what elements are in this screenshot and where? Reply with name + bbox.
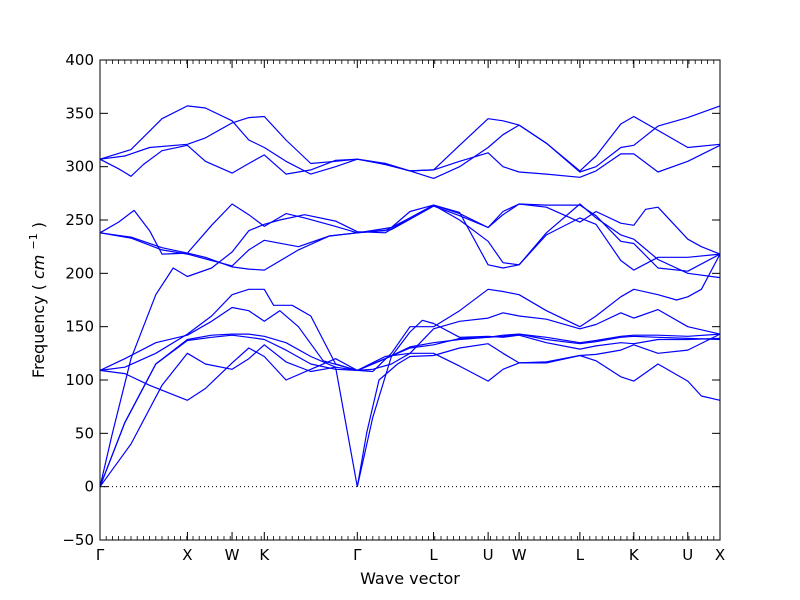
band-line-16 [99,344,358,488]
y-axis-title-close-paren: ) [29,222,48,228]
x-tick-label: L [576,546,585,564]
y-tick-label: −50 [62,531,94,549]
x-axis-title: Wave vector [360,569,460,588]
x-tick-label: K [259,546,270,564]
y-axis-title-unit: cm [29,255,48,279]
x-tick-label: W [512,546,527,564]
band-line-8 [99,347,721,401]
y-axis-title-open-paren: ( [29,284,48,290]
band-line-12 [99,253,721,373]
y-tick-label: 0 [84,478,94,496]
band-line-2 [99,203,721,279]
y-tick-label: 350 [65,104,94,122]
y-tick-label: 150 [65,318,94,336]
y-tick-label: 250 [65,211,94,229]
y-tick-label: 300 [65,158,94,176]
band-line-3 [99,203,721,271]
x-tick-label: K [629,546,640,564]
x-tick-label: Γ [353,546,362,564]
x-tick-label: X [182,546,192,564]
band-line-10 [99,333,721,487]
x-tick-label: Γ [96,546,105,564]
band-line-14 [356,333,721,487]
x-tick-label: L [429,546,438,564]
y-axis-title: Frequency ( cm −1 ) [22,222,48,378]
y-tick-label: 50 [75,424,94,442]
band-line-5 [99,115,721,177]
x-tick-label: X [715,546,725,564]
y-axis-title-text: Frequency [29,295,48,378]
x-tick-label: U [682,546,693,564]
x-tick-label: W [225,546,240,564]
y-axis-title-unit-exp: −1 [27,233,40,249]
y-tick-label: 400 [65,51,94,69]
band-line-7 [99,105,721,179]
band-line-4 [99,203,721,272]
x-tick-label: U [483,546,494,564]
y-tick-label: 100 [65,371,94,389]
band-line-15 [356,319,721,487]
band-line-9 [99,333,721,487]
y-tick-label: 200 [65,264,94,282]
y-axis: −50 0 50 100 150 200 250 300 350 400 [62,51,720,549]
band-line-11 [99,306,721,371]
